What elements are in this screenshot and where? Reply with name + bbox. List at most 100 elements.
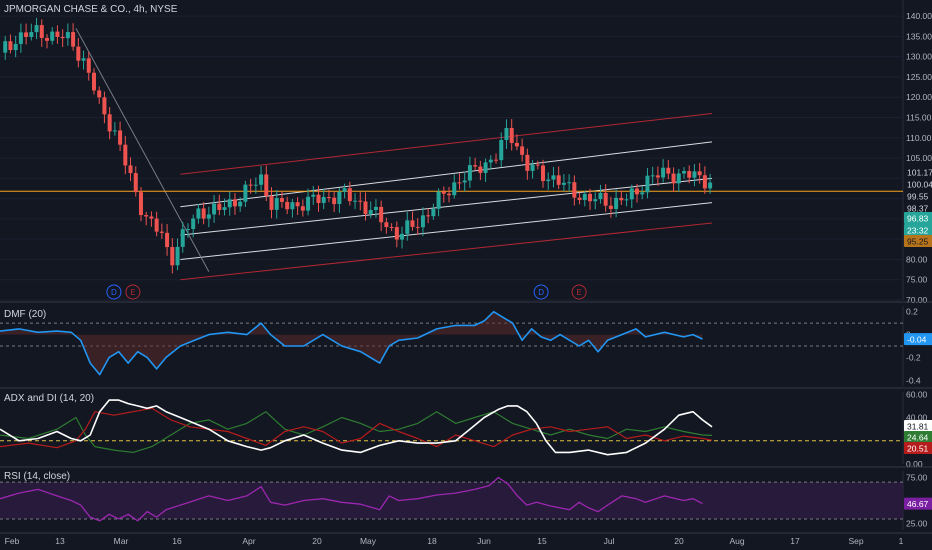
candle[interactable]: [8, 41, 13, 51]
candle[interactable]: [154, 218, 159, 232]
candle[interactable]: [708, 182, 713, 189]
rsi-pane[interactable]: 75.00 25.00 46.67: [0, 471, 932, 534]
candle[interactable]: [321, 197, 326, 203]
candle[interactable]: [3, 41, 8, 53]
candle[interactable]: [447, 193, 452, 196]
candle[interactable]: [671, 173, 676, 184]
event-marker-dividend[interactable]: [533, 284, 549, 300]
candle[interactable]: [217, 203, 222, 210]
candle[interactable]: [65, 32, 70, 39]
candle[interactable]: [473, 165, 478, 167]
candle[interactable]: [285, 201, 290, 210]
candle[interactable]: [264, 174, 269, 196]
candle[interactable]: [452, 182, 457, 196]
candle[interactable]: [687, 171, 692, 178]
candle[interactable]: [55, 31, 60, 37]
candle[interactable]: [170, 247, 175, 266]
candle[interactable]: [499, 140, 504, 161]
candle[interactable]: [185, 228, 190, 230]
candle[interactable]: [561, 182, 566, 185]
candle[interactable]: [138, 192, 143, 216]
event-marker-dividend[interactable]: [106, 284, 122, 300]
candle[interactable]: [410, 220, 415, 227]
candle[interactable]: [290, 202, 295, 210]
candle[interactable]: [248, 184, 253, 186]
candle[interactable]: [300, 206, 305, 211]
price-pane[interactable]: 140.00 135.00 130.00 125.00 120.00 115.00 110.…: [0, 0, 932, 305]
candle[interactable]: [697, 171, 702, 176]
candle[interactable]: [608, 205, 613, 209]
candle[interactable]: [681, 171, 686, 174]
candle[interactable]: [436, 191, 441, 209]
candle[interactable]: [514, 142, 519, 147]
candle[interactable]: [243, 184, 248, 202]
candle[interactable]: [389, 227, 394, 229]
candle[interactable]: [635, 188, 640, 195]
candle[interactable]: [13, 43, 18, 51]
candle[interactable]: [232, 199, 237, 207]
candle[interactable]: [175, 246, 180, 266]
candle[interactable]: [504, 128, 509, 141]
candle[interactable]: [525, 154, 530, 171]
candle[interactable]: [645, 175, 650, 193]
candle[interactable]: [279, 198, 284, 202]
candle[interactable]: [546, 179, 551, 182]
candle[interactable]: [405, 220, 410, 234]
candle[interactable]: [191, 218, 196, 229]
candle[interactable]: [306, 196, 311, 211]
candle[interactable]: [567, 182, 572, 184]
candle[interactable]: [541, 165, 546, 182]
candle[interactable]: [86, 58, 91, 73]
candle[interactable]: [676, 173, 681, 184]
candle[interactable]: [494, 159, 499, 161]
candle[interactable]: [593, 199, 598, 202]
channel-line-middle[interactable]: [180, 177, 713, 236]
candle[interactable]: [102, 97, 107, 115]
candle[interactable]: [144, 215, 149, 217]
candle[interactable]: [128, 165, 133, 174]
candle[interactable]: [572, 182, 577, 198]
dmf-pane[interactable]: 0.20-0.2-0.4-0.04: [0, 306, 932, 389]
candle[interactable]: [655, 175, 660, 178]
candle[interactable]: [629, 188, 634, 200]
candle[interactable]: [551, 175, 556, 180]
event-marker-earnings[interactable]: [125, 284, 141, 300]
candle[interactable]: [415, 226, 420, 228]
candle[interactable]: [118, 130, 123, 145]
candle[interactable]: [159, 231, 164, 233]
event-marker-earnings[interactable]: [571, 284, 587, 300]
candle[interactable]: [347, 188, 352, 202]
candle[interactable]: [107, 114, 112, 132]
candle[interactable]: [650, 175, 655, 177]
candle[interactable]: [353, 200, 358, 202]
candle[interactable]: [457, 182, 462, 184]
candle[interactable]: [165, 232, 170, 248]
candle[interactable]: [253, 184, 258, 186]
trendline[interactable]: [75, 28, 210, 272]
candle[interactable]: [420, 215, 425, 228]
candle[interactable]: [259, 174, 264, 185]
time-axis[interactable]: Feb 13 Mar 16 Apr 20 May 18 Jun 15 Jul 20 Aug 17 Sep 1: [5, 536, 904, 546]
candle[interactable]: [702, 175, 707, 189]
candle[interactable]: [112, 130, 117, 132]
candle[interactable]: [624, 199, 629, 201]
candle[interactable]: [24, 32, 29, 37]
candle[interactable]: [212, 203, 217, 215]
candle[interactable]: [133, 173, 138, 193]
candle[interactable]: [295, 202, 300, 207]
candle[interactable]: [394, 227, 399, 240]
candle[interactable]: [206, 214, 211, 219]
candle[interactable]: [520, 146, 525, 155]
candle[interactable]: [97, 90, 102, 98]
candle[interactable]: [577, 197, 582, 201]
candle[interactable]: [269, 195, 274, 210]
channel-line-inner-upper[interactable]: [180, 141, 713, 208]
candle[interactable]: [227, 199, 232, 208]
candle[interactable]: [619, 197, 624, 201]
candle[interactable]: [337, 191, 342, 205]
candle[interactable]: [50, 31, 55, 41]
candle[interactable]: [535, 164, 540, 166]
candle[interactable]: [426, 215, 431, 217]
candle[interactable]: [478, 166, 483, 173]
